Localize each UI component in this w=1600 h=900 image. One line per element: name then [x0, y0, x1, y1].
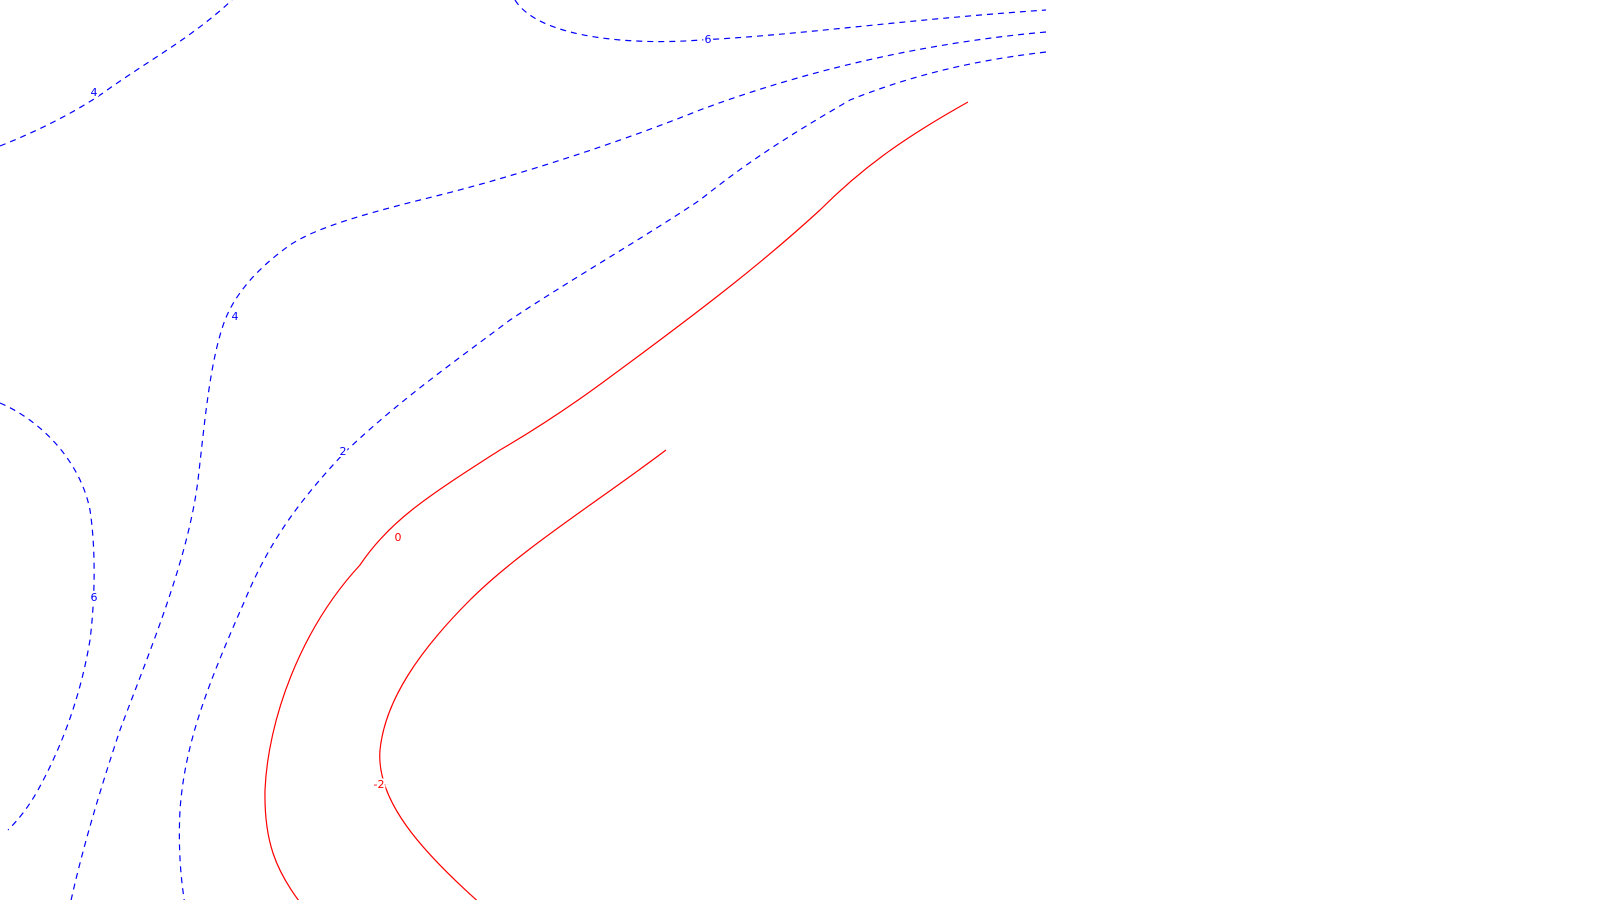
contour-lines: [0, 0, 1047, 900]
contour-line-neg2: [379, 449, 667, 900]
contour-line-pos6-top: [514, 0, 1047, 43]
contour-line-pos4-upper: [0, 0, 233, 147]
contour-line-pos4-lower: [70, 31, 1047, 900]
contour-label-pos4-lower: 4: [232, 310, 239, 323]
contour-label-zero: 0: [395, 531, 402, 544]
contour-label-pos6-top: 6: [705, 33, 712, 46]
contour-line-zero: [264, 101, 969, 900]
contour-labels: -2 0 2 4 4 6 6: [89, 31, 714, 793]
contour-line-pos2: [178, 51, 1047, 900]
contour-line-pos6-left: [0, 402, 95, 831]
contour-label-pos2: 2: [340, 445, 347, 458]
contour-label-neg2: -2: [374, 778, 385, 791]
contour-label-pos6-left: 6: [91, 591, 98, 604]
contour-label-pos4-upper: 4: [91, 86, 98, 99]
